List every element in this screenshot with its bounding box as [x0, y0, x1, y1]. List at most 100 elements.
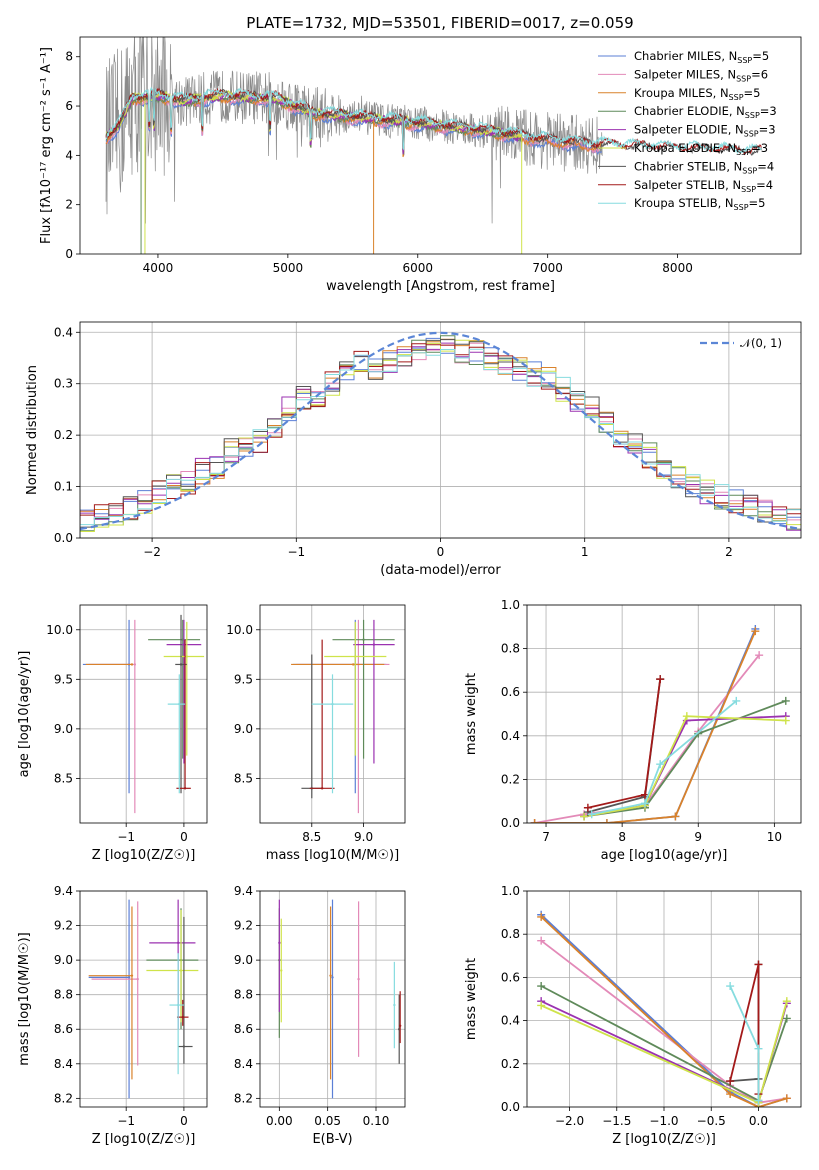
legend-label: Kroupa MILES, N [634, 86, 729, 100]
y-tick-label: 8.8 [234, 988, 253, 1002]
panel-6: −1 0 8.2 8.4 8.6 8.8 9.0 9.2 9.4 Z [log10(Z/Z☉)] m… [17, 884, 208, 1147]
data-point [179, 663, 183, 666]
y-tick-label: 8.5 [234, 771, 253, 785]
x-tick-label: 0 [180, 830, 188, 844]
x-tick-label: 1 [581, 545, 589, 559]
y-tick-label: 8.5 [54, 771, 73, 785]
y-tick-label: 8.8 [54, 988, 73, 1002]
legend-subscript: SSP [734, 203, 749, 212]
data-point [182, 1045, 186, 1048]
x-tick-label: 9 [694, 830, 702, 844]
y-tick-label: 6 [65, 99, 73, 113]
x-tick-label: −2.0 [555, 1114, 584, 1128]
series-line [591, 700, 737, 816]
plus-marker [671, 812, 680, 821]
y-tick-label: 0 [65, 247, 73, 261]
legend-subscript: SSP [729, 93, 744, 102]
data-point [133, 663, 137, 666]
legend-entry: Kroupa ELODIE, NSSP=3 [634, 141, 768, 157]
y-tick-label: 0.1 [54, 480, 73, 494]
y-tick-label: 1.0 [501, 598, 520, 612]
plot-area [88, 899, 199, 1099]
legend-entry: Chabrier ELODIE, NSSP=3 [634, 104, 777, 120]
data-point [280, 969, 283, 972]
residual-histogram [80, 343, 801, 538]
plus-marker [726, 1090, 735, 1099]
data-point [136, 977, 139, 981]
x-tick-label: −1 [287, 545, 305, 559]
x-axis-label: E(B-V) [312, 1132, 352, 1147]
x-tick-label: −1 [117, 1114, 135, 1128]
legend-label: Salpeter MILES, N [634, 67, 736, 81]
plus-marker [602, 819, 611, 823]
y-tick-label: 9.4 [54, 884, 73, 898]
legend-count: =5 [744, 86, 761, 100]
x-tick-label: 5000 [273, 261, 304, 275]
legend-label: Chabrier ELODIE, N [634, 104, 745, 118]
legend-count: =3 [759, 123, 776, 137]
legend-subscript: SSP [741, 185, 756, 194]
plot-area [530, 624, 790, 823]
legend-label: Salpeter STELIB, N [634, 178, 741, 192]
x-axis-label: Z [log10(Z/Z☉)] [92, 1132, 196, 1147]
y-tick-label: 0.2 [501, 1057, 520, 1071]
y-tick-label: 8.6 [234, 1022, 253, 1036]
axes-frame [79, 36, 802, 255]
normal-curve [80, 331, 801, 531]
y-tick-label: 8.2 [54, 1091, 73, 1105]
plus-marker [587, 810, 596, 819]
legend-count: =4 [757, 159, 774, 173]
data-point [331, 976, 334, 979]
legend-label: Chabrier MILES, N [634, 49, 737, 63]
axes-frame [259, 890, 406, 1108]
data-point [176, 1003, 180, 1007]
series-line [540, 939, 787, 1104]
legend-subscript: SSP [736, 74, 751, 83]
x-tick-label: 7000 [532, 261, 563, 275]
plus-marker [754, 1044, 763, 1053]
series-line [540, 916, 788, 1107]
y-tick-label: 0.8 [501, 927, 520, 941]
data-point [362, 638, 365, 641]
data-point [130, 663, 134, 666]
plus-marker [640, 799, 649, 808]
legend-label: Kroupa ELODIE, N [634, 141, 736, 155]
y-axis-label: mass [log10(M/M☉)] [17, 932, 32, 1065]
y-tick-label: 10.0 [226, 623, 253, 637]
panel-5: 7 8 9 10 0.0 0.2 0.4 0.6 0.8 1.0 age [log10(age/yr… [464, 598, 802, 863]
y-tick-label: 9.2 [54, 919, 73, 933]
y-axis-label: mass weight [464, 673, 479, 755]
grid [80, 890, 207, 1107]
y-axis-label: Normed distribution [25, 365, 40, 495]
y-tick-label: 9.2 [234, 919, 253, 933]
y-tick-label: 0.0 [501, 1100, 520, 1114]
plot-area [278, 899, 402, 1099]
legend-entry: Kroupa MILES, NSSP=5 [634, 86, 760, 102]
data-point [352, 663, 355, 666]
data-point [179, 969, 183, 972]
panel-4: 8.5 9.0 8.5 9.0 9.5 10.0 mass [log10(M/M☉)] [226, 604, 406, 863]
y-tick-label: 9.0 [234, 722, 253, 736]
y-tick-label: 8.4 [234, 1057, 253, 1071]
plot-area [82, 614, 205, 814]
x-tick-label: 0.00 [266, 1114, 293, 1128]
plot-area [80, 331, 801, 538]
x-tick-label: −1 [117, 830, 135, 844]
y-tick-label: 0.4 [501, 729, 520, 743]
x-tick-label: 10 [767, 830, 782, 844]
x-tick-label: 0.0 [749, 1114, 768, 1128]
legend-count: =3 [751, 141, 768, 155]
legend-entry: Kroupa STELIB, NSSP=5 [634, 196, 765, 212]
y-tick-label: 0.8 [501, 642, 520, 656]
legend-subscript: SSP [736, 148, 751, 157]
residual-histogram [80, 348, 801, 538]
x-tick-label: −0.5 [697, 1114, 726, 1128]
legend-entry: Salpeter ELODIE, NSSP=3 [634, 123, 776, 139]
y-tick-label: 0.4 [501, 1014, 520, 1028]
x-tick-label: 7 [542, 830, 550, 844]
x-axis-label: age [log10(age/yr)] [601, 848, 728, 863]
plus-marker [656, 760, 665, 769]
axes-frame [79, 604, 208, 824]
legend-count: =6 [751, 67, 768, 81]
legend-entry: 𝒩(0, 1) [740, 336, 782, 350]
